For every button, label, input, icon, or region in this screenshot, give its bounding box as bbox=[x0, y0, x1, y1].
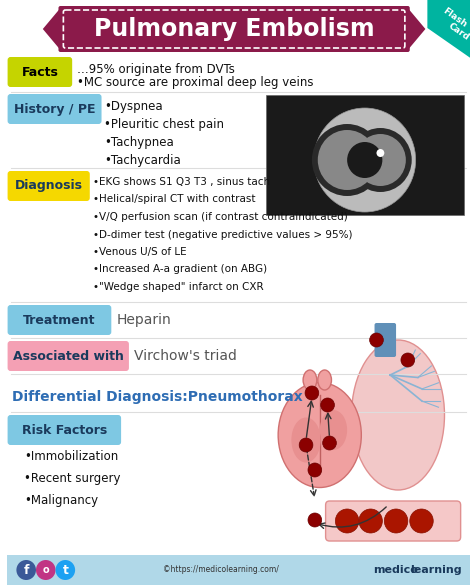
Text: •Tachycardia: •Tachycardia bbox=[104, 154, 181, 167]
Text: o: o bbox=[43, 565, 49, 575]
Text: Pulmonary Embolism: Pulmonary Embolism bbox=[94, 17, 374, 41]
Text: •Recent surgery: •Recent surgery bbox=[24, 472, 121, 485]
FancyBboxPatch shape bbox=[8, 415, 121, 445]
Circle shape bbox=[318, 130, 376, 190]
Text: …95% originate from DVTs: …95% originate from DVTs bbox=[77, 63, 235, 76]
Circle shape bbox=[376, 149, 384, 157]
Text: t: t bbox=[63, 563, 68, 576]
Circle shape bbox=[312, 124, 383, 196]
Circle shape bbox=[359, 509, 383, 533]
Circle shape bbox=[55, 560, 75, 580]
Polygon shape bbox=[428, 0, 470, 58]
FancyBboxPatch shape bbox=[8, 94, 101, 124]
Circle shape bbox=[305, 386, 319, 400]
Text: •Tachypnea: •Tachypnea bbox=[104, 136, 174, 149]
Text: History / PE: History / PE bbox=[14, 102, 95, 115]
Circle shape bbox=[355, 134, 406, 186]
Text: f: f bbox=[23, 563, 29, 576]
Text: Risk Factors: Risk Factors bbox=[22, 424, 107, 436]
Text: •Malignancy: •Malignancy bbox=[24, 494, 98, 507]
Circle shape bbox=[308, 513, 322, 527]
Text: Facts: Facts bbox=[21, 66, 58, 78]
Circle shape bbox=[410, 509, 433, 533]
Ellipse shape bbox=[292, 418, 321, 463]
FancyBboxPatch shape bbox=[8, 305, 111, 335]
Text: •Pleuritic chest pain: •Pleuritic chest pain bbox=[104, 118, 225, 131]
Text: •EKG shows S1 Q3 T3 , sinus tach: •EKG shows S1 Q3 T3 , sinus tach bbox=[93, 177, 270, 187]
Text: •Immobilization: •Immobilization bbox=[24, 450, 118, 463]
Bar bbox=[7, 555, 470, 585]
Text: ©https://medicolearning.com/: ©https://medicolearning.com/ bbox=[163, 566, 279, 574]
FancyBboxPatch shape bbox=[8, 171, 90, 201]
FancyBboxPatch shape bbox=[58, 6, 410, 52]
Text: •Increased A-a gradient (on ABG): •Increased A-a gradient (on ABG) bbox=[93, 264, 267, 274]
FancyBboxPatch shape bbox=[374, 323, 396, 357]
Text: Virchow's triad: Virchow's triad bbox=[134, 349, 237, 363]
Text: •"Wedge shaped" infarct on CXR: •"Wedge shaped" infarct on CXR bbox=[93, 282, 264, 292]
Text: Flash: Flash bbox=[441, 6, 468, 29]
Text: •Venous U/S of LE: •Venous U/S of LE bbox=[93, 247, 186, 257]
Circle shape bbox=[347, 142, 383, 178]
Text: medico: medico bbox=[374, 565, 419, 575]
Circle shape bbox=[17, 560, 36, 580]
Circle shape bbox=[323, 436, 337, 450]
Text: Associated with: Associated with bbox=[13, 349, 124, 363]
Circle shape bbox=[321, 398, 335, 412]
Text: Heparin: Heparin bbox=[116, 313, 171, 327]
Text: •MC source are proximal deep leg veins: •MC source are proximal deep leg veins bbox=[77, 76, 314, 89]
Text: •D-dimer test (negative predictive values > 95%): •D-dimer test (negative predictive value… bbox=[93, 229, 352, 239]
Text: •Helical/spiral CT with contrast: •Helical/spiral CT with contrast bbox=[93, 194, 255, 205]
FancyBboxPatch shape bbox=[8, 57, 72, 87]
Text: •Dyspnea: •Dyspnea bbox=[104, 100, 163, 113]
Ellipse shape bbox=[303, 370, 317, 390]
Ellipse shape bbox=[352, 340, 445, 490]
Text: Differential Diagnosis:Pneumothorax: Differential Diagnosis:Pneumothorax bbox=[12, 390, 303, 404]
Circle shape bbox=[314, 108, 416, 212]
Text: •V/Q perfusion scan (if contrast contraindicated): •V/Q perfusion scan (if contrast contrai… bbox=[93, 212, 347, 222]
Circle shape bbox=[336, 509, 359, 533]
Circle shape bbox=[36, 560, 55, 580]
Text: Treatment: Treatment bbox=[23, 314, 96, 326]
Circle shape bbox=[401, 353, 415, 367]
Bar bbox=[266, 95, 464, 215]
Circle shape bbox=[349, 128, 412, 192]
Circle shape bbox=[370, 333, 383, 347]
Ellipse shape bbox=[320, 410, 347, 450]
Ellipse shape bbox=[278, 383, 361, 487]
FancyBboxPatch shape bbox=[326, 501, 461, 541]
Ellipse shape bbox=[318, 370, 331, 390]
Circle shape bbox=[299, 438, 313, 452]
Text: learning: learning bbox=[410, 565, 461, 575]
Text: Diagnosis: Diagnosis bbox=[15, 180, 82, 192]
Polygon shape bbox=[43, 8, 60, 50]
Text: Card: Card bbox=[447, 22, 471, 43]
Polygon shape bbox=[408, 8, 425, 50]
Circle shape bbox=[308, 463, 322, 477]
Circle shape bbox=[384, 509, 408, 533]
FancyBboxPatch shape bbox=[8, 341, 129, 371]
